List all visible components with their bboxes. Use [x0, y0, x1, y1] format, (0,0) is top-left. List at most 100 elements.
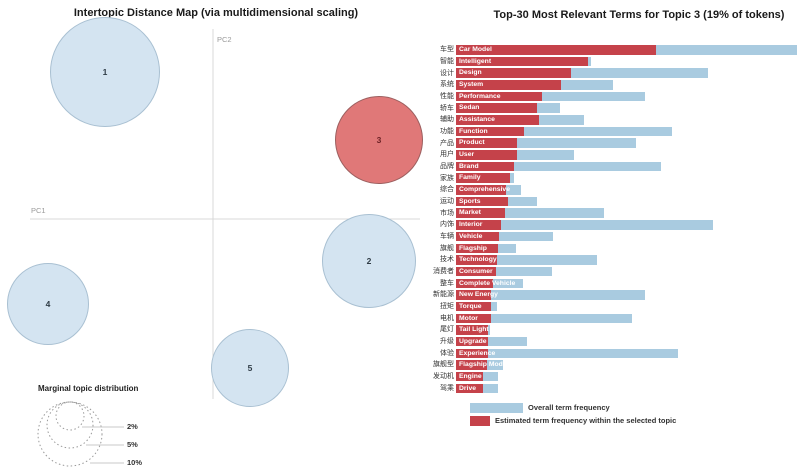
topic-frequency-bar[interactable]: Function	[456, 126, 524, 137]
term-row[interactable]: 用户 User	[418, 149, 803, 161]
topic-circle-5[interactable]: 5	[211, 329, 289, 407]
overall-frequency-bar[interactable]	[456, 231, 553, 242]
term-row[interactable]: 电机 Motor	[418, 312, 803, 324]
term-row[interactable]: 家族 Family	[418, 172, 803, 184]
term-row[interactable]: 旗舰 Flagship	[418, 242, 803, 254]
topic-number-label: 1	[102, 67, 108, 77]
topic-frequency-bar[interactable]: Brand	[456, 161, 514, 172]
topic-frequency-bar[interactable]: Vehicle	[456, 231, 499, 242]
term-row[interactable]: 驾乘 Drive	[418, 382, 803, 394]
term-row[interactable]: 整车 Complete Vehicle	[418, 277, 803, 289]
topic-circle-4[interactable]: 4	[7, 263, 89, 345]
term-label-zh: 电机	[440, 314, 454, 322]
overall-frequency-bar[interactable]	[456, 138, 636, 148]
topic-frequency-bar[interactable]: Car Model	[456, 45, 656, 55]
overall-frequency-bar[interactable]	[456, 208, 604, 218]
overall-frequency-bar[interactable]	[456, 68, 708, 78]
topic-circle-1[interactable]: 1	[50, 17, 160, 127]
term-row[interactable]: 技术 Technology	[418, 254, 803, 266]
term-label-en: Car Model	[459, 46, 492, 54]
overall-frequency-bar[interactable]	[456, 91, 645, 102]
topic-frequency-bar[interactable]: Sedan	[456, 103, 537, 113]
term-label-zh: 品牌	[440, 163, 454, 171]
term-row[interactable]: 性能 Performance	[418, 91, 803, 103]
term-label-zh: 系统	[440, 81, 454, 89]
term-row[interactable]: 体验 Experience	[418, 347, 803, 359]
legend-row-overall: Overall term frequency	[470, 403, 676, 413]
term-label-en: Technology	[459, 256, 497, 264]
term-row[interactable]: 辅助 Assistance	[418, 114, 803, 126]
topic-frequency-bar[interactable]: Performance	[456, 91, 542, 102]
term-row[interactable]: 车型 Car Model	[418, 44, 803, 56]
term-row[interactable]: 功能 Function	[418, 126, 803, 138]
term-bars: Car Model	[456, 45, 803, 55]
overall-frequency-bar[interactable]	[456, 290, 645, 300]
term-row[interactable]: 扭矩 Torque	[418, 301, 803, 313]
term-bars: Interior	[456, 220, 803, 230]
topic-circle-2[interactable]: 2	[322, 214, 416, 308]
topic-frequency-bar[interactable]: System	[456, 80, 561, 90]
term-bars: Brand	[456, 161, 803, 172]
term-row[interactable]: 旗舰型 Flagship Model	[418, 359, 803, 371]
topic-frequency-bar[interactable]: Complete Vehicle	[456, 278, 515, 289]
overall-frequency-bar[interactable]	[456, 313, 632, 324]
topic-frequency-bar[interactable]: Consumer	[456, 266, 496, 277]
topic-frequency-bar[interactable]: Flagship Model	[456, 360, 508, 370]
term-row[interactable]: 消费者 Consumer	[418, 266, 803, 278]
topic-frequency-bar[interactable]: Sports	[456, 196, 508, 207]
topic-frequency-bar[interactable]: Tail Light	[456, 325, 489, 335]
topic-frequency-bar[interactable]: Upgrade	[456, 336, 488, 347]
term-label-en: New Energy	[459, 291, 498, 299]
term-row[interactable]: 产品 Product	[418, 137, 803, 149]
term-row[interactable]: 综合 Comprehensive	[418, 184, 803, 196]
term-row[interactable]: 尾灯 Tail Light	[418, 324, 803, 336]
topic-frequency-bar[interactable]: User	[456, 150, 517, 160]
term-bars: Experience	[456, 348, 803, 359]
topic-frequency-bar[interactable]: Comprehensive	[456, 185, 510, 195]
topic-circle-3[interactable]: 3	[335, 96, 423, 184]
topic-frequency-bar[interactable]: Family	[456, 173, 510, 183]
topic-frequency-bar[interactable]: New Energy	[456, 290, 498, 300]
term-label-en: Drive	[459, 384, 477, 392]
term-row[interactable]: 智能 Intelligent	[418, 56, 803, 68]
term-row[interactable]: 轿车 Sedan	[418, 102, 803, 114]
overall-frequency-bar[interactable]	[456, 266, 552, 277]
topic-frequency-bar[interactable]: Motor	[456, 313, 491, 324]
term-row[interactable]: 升级 Upgrade	[418, 336, 803, 348]
topic-frequency-bar[interactable]: Interior	[456, 220, 501, 230]
term-label-en: Market	[459, 209, 481, 217]
term-row[interactable]: 内饰 Interior	[418, 219, 803, 231]
topic-frequency-bar[interactable]: Flagship	[456, 243, 498, 253]
topic-frequency-bar[interactable]: Design	[456, 68, 571, 78]
overall-frequency-bar[interactable]	[456, 348, 678, 359]
topic-frequency-bar[interactable]: Market	[456, 208, 505, 218]
size-legend-2pct: 2%	[127, 422, 138, 431]
topic-frequency-bar[interactable]: Drive	[456, 383, 483, 394]
overall-frequency-bar[interactable]	[456, 126, 672, 137]
term-row[interactable]: 品牌 Brand	[418, 161, 803, 173]
term-row[interactable]: 系统 System	[418, 79, 803, 91]
topic-frequency-bar[interactable]: Torque	[456, 301, 491, 312]
overall-frequency-bar[interactable]	[456, 255, 597, 265]
topic-frequency-bar[interactable]: Intelligent	[456, 56, 588, 67]
overall-frequency-bar[interactable]	[456, 336, 527, 347]
term-row[interactable]: 发动机 Engine	[418, 371, 803, 383]
term-row[interactable]: 运动 Sports	[418, 196, 803, 208]
overall-frequency-bar[interactable]	[456, 220, 713, 230]
term-label-en: Complete Vehicle	[459, 279, 516, 287]
topic-frequency-bar[interactable]: Assistance	[456, 115, 539, 125]
overall-frequency-bar[interactable]	[456, 161, 661, 172]
term-row[interactable]: 设计 Design	[418, 67, 803, 79]
term-label-zh: 轿车	[440, 104, 454, 112]
topic-frequency-bar[interactable]: Technology	[456, 255, 497, 265]
term-row[interactable]: 车辆 Vehicle	[418, 231, 803, 243]
topic-frequency-bar[interactable]: Experience	[456, 348, 495, 359]
topic-frequency-bar[interactable]: Product	[456, 138, 517, 148]
term-label-zh: 新能源	[433, 291, 454, 299]
term-row[interactable]: 市场 Market	[418, 207, 803, 219]
term-label-zh: 车辆	[440, 233, 454, 241]
topic-frequency-bar[interactable]: Engine	[456, 371, 483, 382]
term-label-zh: 设计	[440, 69, 454, 77]
term-row[interactable]: 新能源 New Energy	[418, 289, 803, 301]
term-bars: Family	[456, 173, 803, 183]
